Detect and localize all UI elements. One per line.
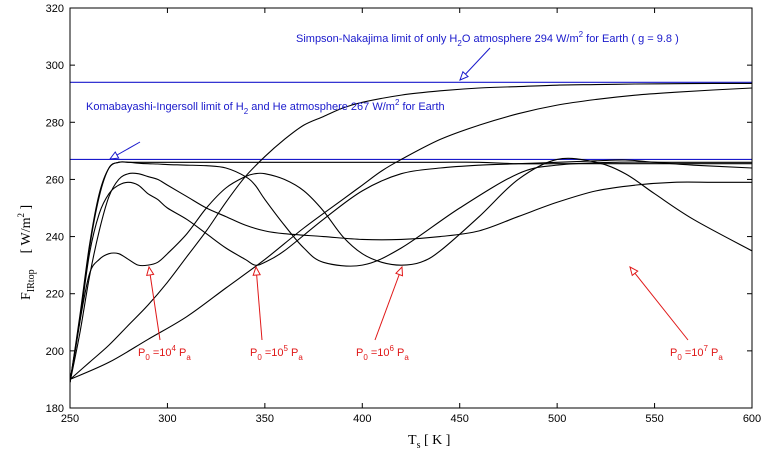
x-tick-label-3: 400 — [353, 413, 371, 425]
simpson-nakajima-label-part-1: 2 — [457, 39, 462, 48]
pressure-label-3-part-1: 0 — [677, 353, 682, 362]
x-tick-label-6: 550 — [645, 413, 663, 425]
simpson-nakajima-label-part-2: O atmosphere 294 W/m — [462, 33, 579, 45]
pressure-label-2-part-1: 0 — [363, 353, 368, 362]
pressure-label-0-part-4: P — [176, 347, 186, 359]
y-axis-title: FIRtop [ W/m2 ] — [16, 205, 37, 300]
simpson-nakajima-label-part-3: 2 — [579, 30, 584, 39]
y-axis-title-sup: 2 — [16, 213, 26, 218]
komabayashi-ingersoll-label-part-3: 2 — [395, 98, 400, 107]
pressure-label-2-part-4: P — [394, 347, 404, 359]
pressure-arrow-1 — [255, 266, 263, 341]
y-tick-label-4: 260 — [46, 174, 64, 186]
x-tick-label-5: 500 — [548, 413, 566, 425]
y-axis-title-sub: IRtop — [26, 269, 37, 292]
series-line-4 — [70, 172, 752, 383]
komabayashi-ingersoll-label-part-2: and He atmosphere 267 W/m — [248, 101, 395, 113]
series-line-1 — [70, 161, 752, 383]
x-axis-title-sub: s — [417, 440, 421, 451]
pressure-label-0-part-2: =10 — [150, 347, 172, 359]
pressure-label-0-part-1: 0 — [145, 353, 150, 362]
reference-lines — [70, 81, 752, 160]
pressure-label-3-part-5: a — [718, 353, 723, 362]
pressure-label-0-part-0: P — [138, 347, 145, 359]
axis-ticks: 250 300 350 400 450 500 550 6001802002202402602… — [46, 3, 761, 425]
y-axis-title-rest2: ] — [19, 205, 34, 213]
pressure-label-2-part-3: 6 — [390, 344, 395, 353]
pressure-label-0-part-5: a — [186, 353, 191, 362]
x-tick-label-4: 450 — [451, 413, 469, 425]
pressure-label-1-part-5: a — [298, 353, 303, 362]
x-axis-title-rest: [ K ] — [420, 433, 450, 448]
pressure-label-3-part-3: 7 — [704, 344, 709, 353]
simpson-arrow-head — [459, 70, 469, 81]
x-tick-label-7: 600 — [743, 413, 761, 425]
pressure-label-3-part-2: =10 — [682, 347, 704, 359]
pressure-label-1-part-4: P — [288, 347, 298, 359]
komabayashi-ingersoll-label: Komabayashi-Ingersoll limit of H2 and He… — [86, 98, 445, 116]
komabayashi-arrow-head — [108, 151, 120, 160]
series-group — [70, 82, 752, 383]
x-tick-label-0: 250 — [61, 413, 79, 425]
pressure-arrow-2-head — [395, 265, 404, 277]
pressure-arrow-2 — [374, 266, 403, 341]
pressure-label-0: P0 =104 Pa — [138, 344, 191, 362]
x-tick-label-2: 350 — [256, 413, 274, 425]
pressure-arrow-3-head — [629, 266, 639, 277]
series-line-3 — [70, 157, 752, 383]
pressure-label-3: P0 =107 Pa — [670, 344, 723, 362]
y-tick-label-0: 180 — [46, 403, 64, 415]
komabayashi-ingersoll-label-part-1: 2 — [244, 107, 249, 116]
x-axis-title-main: T — [408, 433, 417, 448]
x-axis-title: Ts [ K ] — [408, 433, 450, 451]
y-tick-label-2: 220 — [46, 289, 64, 301]
pressure-label-3-part-0: P — [670, 347, 677, 359]
series-line-2 — [70, 159, 752, 383]
pressure-label-1-part-0: P — [250, 347, 257, 359]
pressure-label-2-part-0: P — [356, 347, 363, 359]
pressure-label-2-part-2: =10 — [368, 347, 390, 359]
pressure-arrow-1-head — [252, 265, 261, 276]
y-tick-label-5: 280 — [46, 117, 64, 129]
annotations: Simpson-Nakajima limit of only H2O atmos… — [86, 30, 723, 362]
pressure-label-1-part-2: =10 — [262, 347, 284, 359]
y-tick-label-3: 240 — [46, 232, 64, 244]
komabayashi-ingersoll-label-part-4: for Earth — [399, 101, 444, 113]
simpson-nakajima-label: Simpson-Nakajima limit of only H2O atmos… — [296, 30, 679, 48]
komabayashi-ingersoll-label-part-0: Komabayashi-Ingersoll limit of H — [86, 101, 244, 113]
pressure-label-3-part-4: P — [708, 347, 718, 359]
pressure-label-2: P0 =106 Pa — [356, 344, 409, 362]
pressure-label-0-part-3: 4 — [172, 344, 177, 353]
pressure-label-1: P0 =105 Pa — [250, 344, 303, 362]
pressure-arrow-0-head — [146, 265, 155, 277]
simpson-nakajima-label-part-4: for Earth ( g = 9.8 ) — [583, 33, 679, 45]
y-axis-title-rest1: [ W/m — [19, 217, 34, 253]
simpson-nakajima-label-part-0: Simpson-Nakajima limit of only H — [296, 33, 457, 45]
pressure-arrow-3 — [629, 266, 689, 341]
pressure-label-1-part-3: 5 — [284, 344, 289, 353]
series-line-6 — [70, 87, 752, 380]
series-line-5 — [70, 82, 752, 380]
pressure-arrow-0 — [148, 266, 161, 341]
y-tick-label-1: 200 — [46, 346, 64, 358]
y-tick-label-7: 320 — [46, 3, 64, 15]
y-tick-label-6: 300 — [46, 60, 64, 72]
plot-frame — [69, 7, 753, 409]
y-axis-title-main: F — [19, 292, 34, 300]
pressure-label-1-part-1: 0 — [257, 353, 262, 362]
x-tick-label-1: 300 — [158, 413, 176, 425]
pressure-label-2-part-5: a — [404, 353, 409, 362]
